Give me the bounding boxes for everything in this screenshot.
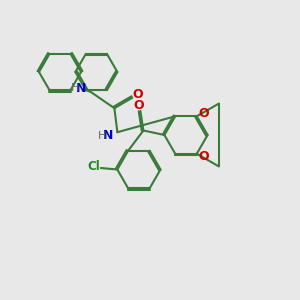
Text: O: O (198, 107, 209, 120)
Text: O: O (134, 99, 144, 112)
Text: H: H (98, 131, 106, 141)
Text: H: H (71, 83, 80, 93)
Text: O: O (198, 150, 209, 163)
Text: N: N (103, 129, 113, 142)
Text: Cl: Cl (88, 160, 100, 173)
Text: O: O (133, 88, 143, 100)
Text: N: N (76, 82, 87, 94)
